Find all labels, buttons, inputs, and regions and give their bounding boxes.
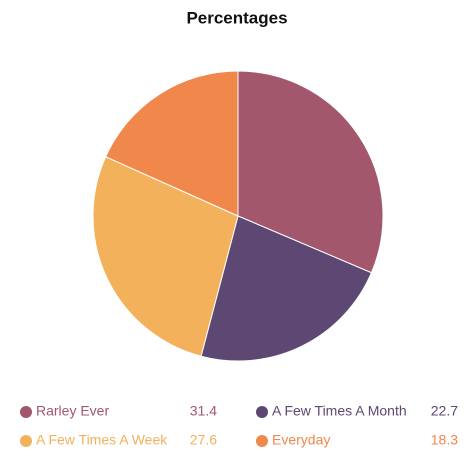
pie-slice <box>92 156 239 357</box>
chart-title: Percentages <box>186 8 287 27</box>
legend-label[interactable]: A Few Times A Month <box>272 403 407 419</box>
legend-value[interactable]: 27.6 <box>190 432 217 448</box>
legend-marker[interactable] <box>256 435 268 447</box>
legend-marker[interactable] <box>256 406 268 418</box>
legend-label[interactable]: Rarley Ever <box>36 403 109 419</box>
legend-value[interactable]: 22.7 <box>431 403 458 419</box>
legend-value[interactable]: 18.3 <box>431 432 458 448</box>
legend-label[interactable]: A Few Times A Week <box>36 432 168 448</box>
legend-marker[interactable] <box>20 435 32 447</box>
pie-slice <box>200 215 373 362</box>
legend-value[interactable]: 31.4 <box>190 403 217 419</box>
legend-marker[interactable] <box>20 406 32 418</box>
pie-slice <box>104 70 239 217</box>
legend-label[interactable]: Everyday <box>272 432 330 448</box>
pie-slice <box>237 70 384 274</box>
